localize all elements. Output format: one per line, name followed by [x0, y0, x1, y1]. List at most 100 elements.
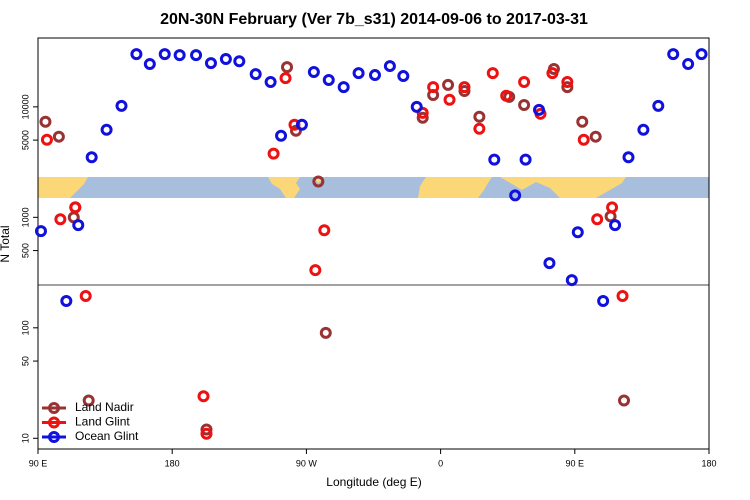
point: [279, 72, 292, 85]
point: [591, 213, 604, 226]
point: [427, 81, 440, 94]
plot-frame: [37, 37, 710, 450]
point: [589, 130, 602, 143]
point: [597, 294, 610, 307]
point: [519, 153, 532, 166]
x-tick-label: 90 E: [566, 458, 585, 468]
point: [82, 394, 95, 407]
point: [609, 219, 622, 232]
legend-marker: [48, 402, 60, 414]
legend-marker: [48, 416, 60, 429]
map-strip: [38, 177, 709, 198]
y-tick-label: 100: [20, 320, 30, 335]
point: [54, 213, 67, 226]
legend-label: Land Glint: [75, 415, 130, 429]
x-axis-label: Longitude (deg E): [326, 475, 421, 489]
point: [667, 48, 680, 61]
legend-marker: [48, 431, 60, 443]
point: [158, 48, 171, 61]
legend-label: Land Nadir: [75, 400, 134, 414]
point: [509, 189, 522, 202]
point: [190, 49, 203, 62]
point: [52, 130, 65, 143]
point: [60, 294, 73, 307]
point: [295, 118, 308, 131]
point: [565, 274, 578, 287]
point: [39, 115, 52, 128]
y-tick-label: 50: [20, 356, 30, 366]
point: [72, 219, 85, 232]
point: [322, 74, 335, 87]
point: [443, 93, 456, 106]
point: [85, 151, 98, 164]
point: [682, 58, 695, 71]
point: [442, 78, 455, 91]
point: [543, 257, 556, 270]
point: [606, 201, 619, 214]
point: [473, 110, 486, 123]
point: [652, 99, 665, 112]
point: [416, 106, 429, 119]
y-tick-label: 5000: [20, 130, 30, 150]
point: [561, 81, 574, 94]
point: [576, 115, 589, 128]
point: [204, 57, 217, 70]
x-tick-label: 90 E: [29, 458, 48, 468]
point: [337, 81, 350, 94]
point: [383, 60, 396, 73]
point: [622, 151, 635, 164]
y-tick-label: 500: [20, 243, 30, 258]
point: [416, 111, 429, 124]
point: [173, 49, 186, 62]
point: [577, 133, 590, 146]
point: [233, 55, 246, 68]
x-tick-label: 180: [165, 458, 180, 468]
y-tick-label: 10: [20, 433, 30, 443]
point: [533, 103, 546, 116]
point: [130, 48, 143, 61]
point: [561, 75, 574, 88]
legend-label: Ocean Glint: [75, 429, 139, 443]
point: [546, 67, 559, 80]
point: [115, 99, 128, 112]
point: [79, 290, 92, 303]
point: [618, 394, 631, 407]
point: [312, 175, 325, 188]
point: [500, 89, 513, 102]
point: [616, 290, 629, 303]
point: [309, 264, 322, 277]
point: [397, 70, 410, 83]
chart-title: 20N-30N February (Ver 7b_s31) 2014-09-06…: [160, 11, 588, 28]
point: [275, 129, 288, 142]
point: [518, 75, 531, 88]
point: [488, 153, 501, 166]
point: [368, 69, 381, 82]
point: [319, 326, 332, 339]
y-tick-label: 10000: [20, 94, 30, 119]
point: [264, 75, 277, 88]
point: [267, 147, 280, 160]
point: [288, 118, 301, 131]
point: [458, 85, 471, 98]
point: [69, 201, 82, 214]
point: [40, 133, 53, 146]
point: [34, 225, 47, 238]
point: [281, 61, 294, 74]
point: [458, 81, 471, 94]
x-tick-label: 180: [701, 458, 716, 468]
point: [518, 98, 531, 111]
point: [200, 427, 213, 440]
point: [197, 390, 210, 403]
y-axis-label: N Total: [0, 225, 12, 262]
x-tick-label: 0: [438, 458, 443, 468]
point: [219, 53, 232, 66]
point: [637, 123, 650, 136]
point: [486, 67, 499, 80]
point: [200, 423, 213, 436]
x-tick-label: 90 W: [296, 458, 318, 468]
point: [318, 224, 331, 237]
point: [100, 123, 113, 136]
point: [352, 67, 365, 80]
point: [695, 48, 708, 61]
